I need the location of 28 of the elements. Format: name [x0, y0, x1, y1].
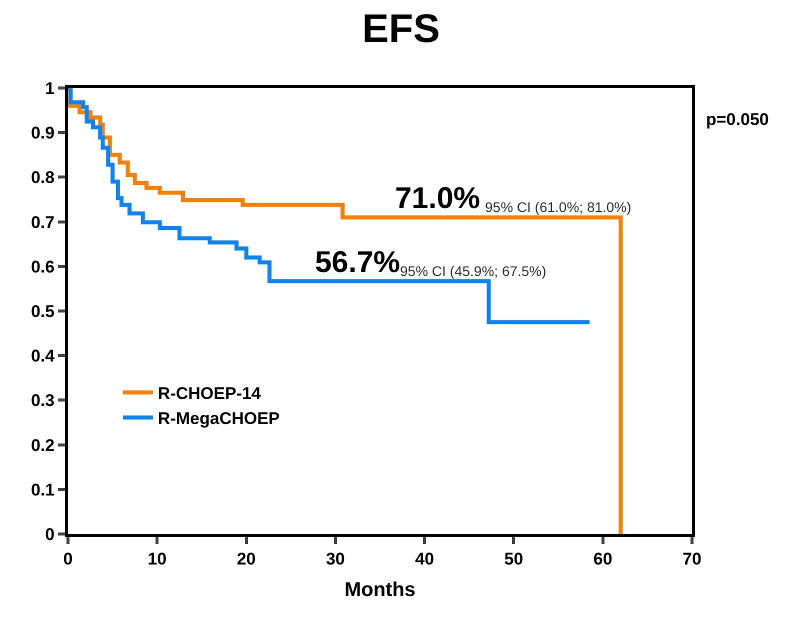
legend-label: R-MegaCHOEP [158, 409, 280, 428]
chart-title: EFS [362, 7, 440, 52]
x-tick-label: 0 [63, 549, 73, 568]
y-tick-label: 0.4 [30, 346, 56, 366]
y-tick-label: 0 [45, 524, 55, 544]
y-tick-label: 0.1 [30, 480, 55, 500]
x-tick-label: 50 [504, 549, 524, 568]
text: p=0.050 [706, 110, 769, 129]
y-tick-label: 0.5 [30, 302, 55, 321]
annotation: 95% CI (61.0%; 81.0%) [485, 199, 632, 215]
legend-label: R-CHOEP-14 [158, 384, 262, 404]
annotation: 71.0% [395, 182, 480, 215]
y-tick-label: 0.7 [30, 212, 55, 232]
x-axis-title: Months [344, 578, 416, 601]
y-tick-label: 0.8 [30, 168, 55, 188]
x-tick-label: 70 [682, 549, 702, 568]
x-tick-label: 30 [326, 549, 345, 568]
y-tick-label: 1 [45, 78, 55, 98]
annotation: 95% CI (45.9%; 67.5%) [400, 263, 546, 279]
y-tick-label: 0.2 [30, 436, 55, 455]
x-tick-label: 10 [148, 549, 167, 568]
annotation: 56.7% [315, 246, 400, 279]
y-tick-label: 0.3 [30, 391, 55, 410]
y-tick-label: 0.9 [30, 124, 55, 143]
y-tick-label: 0.6 [30, 257, 55, 276]
x-tick-label: 20 [236, 549, 256, 568]
x-tick-label: 40 [415, 549, 434, 568]
x-tick-label: 60 [593, 549, 612, 568]
